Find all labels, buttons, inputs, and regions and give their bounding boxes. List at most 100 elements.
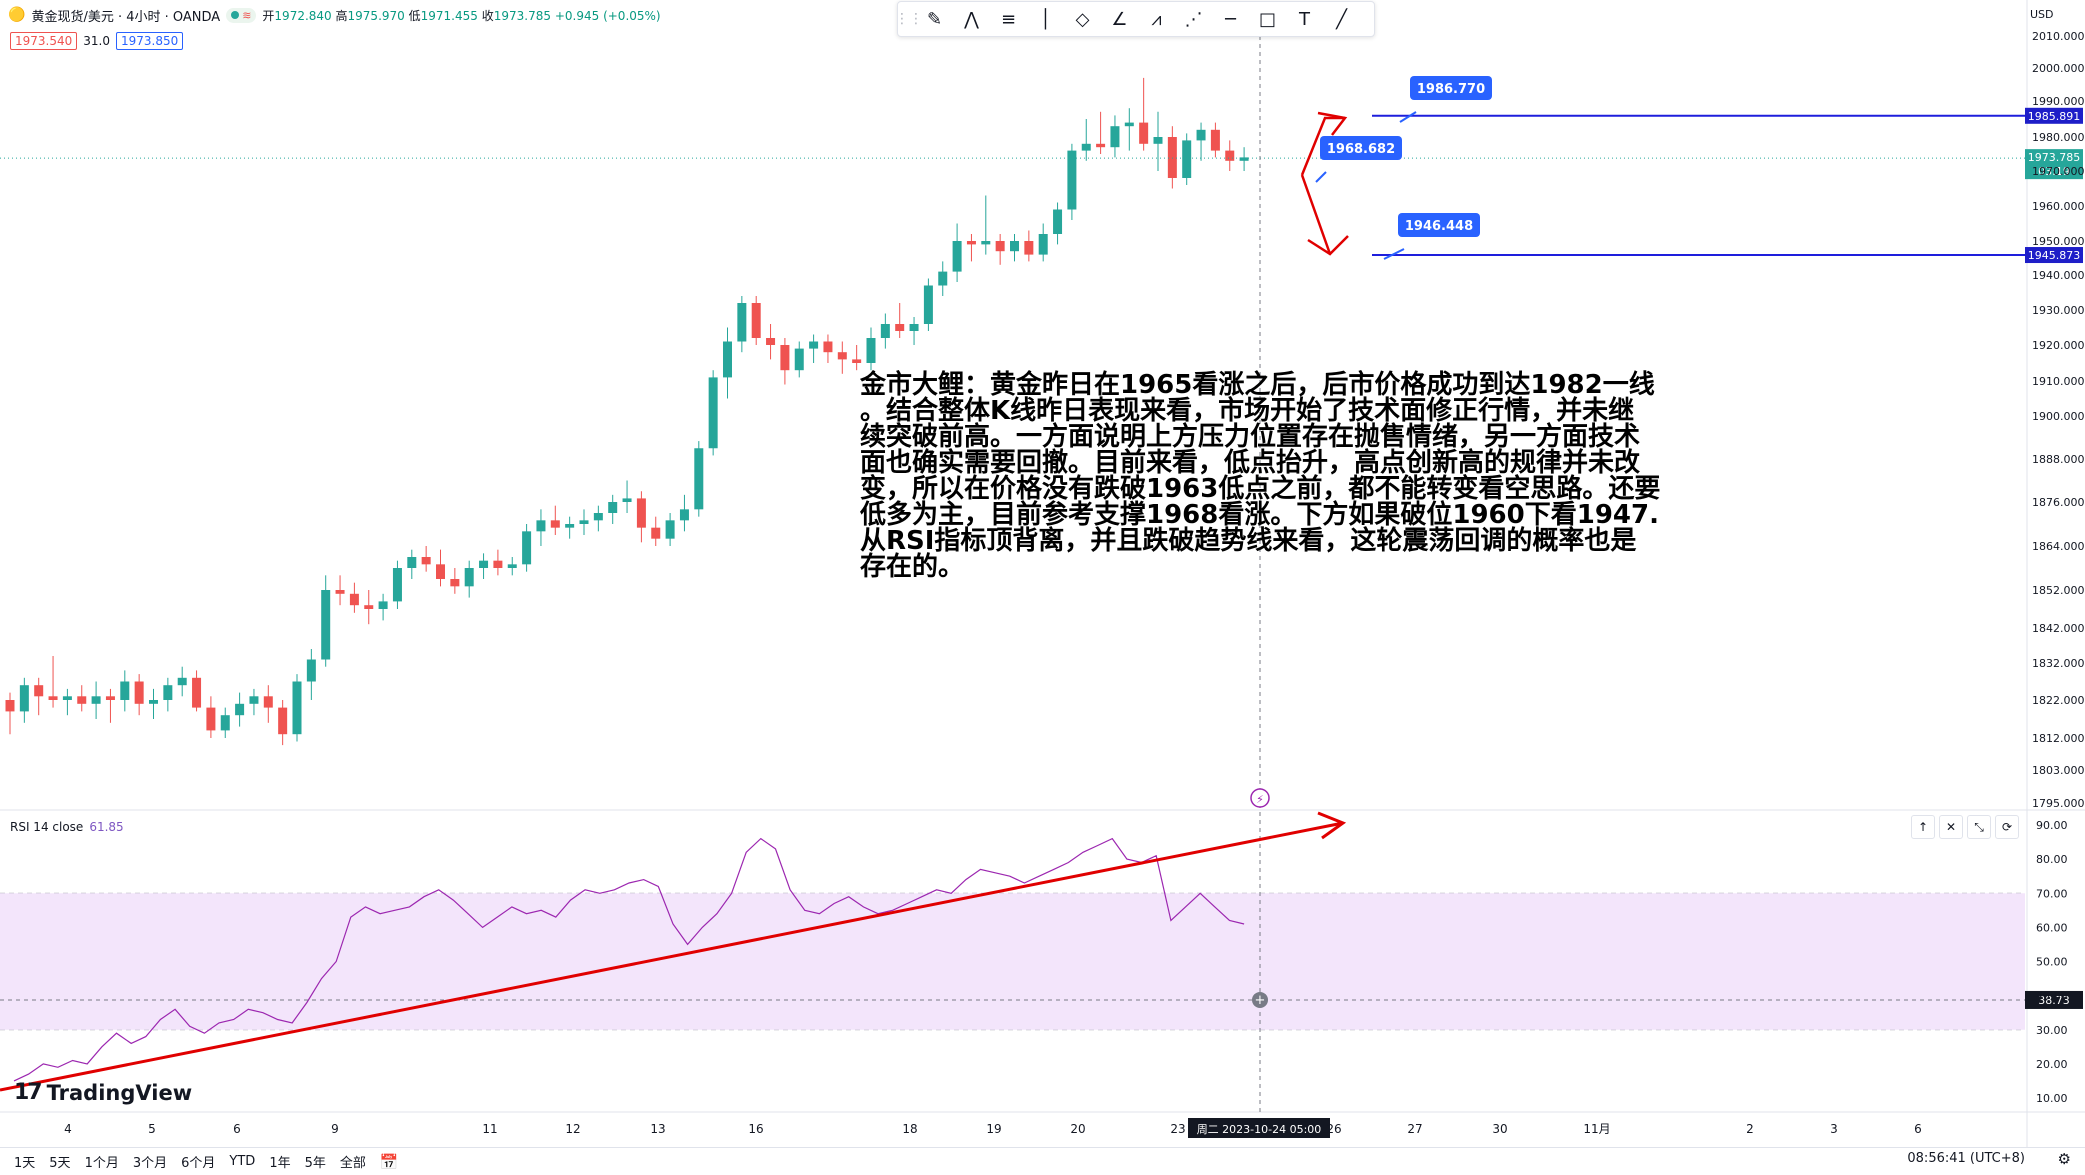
lightning-icon: ⚡ <box>1256 793 1264 806</box>
candle-body <box>651 527 661 539</box>
range-bar: 1天 5天 1个月 3个月 6个月 YTD 1年 5年 全部 📅 <box>0 1147 2085 1175</box>
event-marker-icon <box>1250 788 1270 808</box>
time-tick-label: 30 <box>1492 1122 1507 1136</box>
range-1y[interactable]: 1年 <box>269 1156 291 1171</box>
analysis-note[interactable]: 金市大鲤：黄金昨日在1965看涨之后，后市价格成功到达1982一线 。结合整体K… <box>860 370 1661 582</box>
price-tick-label: 2000.000 <box>2032 62 2085 75</box>
time-tick-label: 23 <box>1170 1122 1185 1136</box>
candle-body <box>321 590 331 660</box>
rsi-value: 61.85 <box>89 820 124 834</box>
settings-icon[interactable]: ⟳ <box>1995 815 2019 839</box>
rectangle-icon[interactable]: □ <box>1258 8 1276 30</box>
market-open-dot-icon <box>231 11 240 19</box>
calendar-icon[interactable]: 📅 <box>379 1152 399 1171</box>
price-tick-label: 1876.000 <box>2032 496 2085 509</box>
vertical-line-icon[interactable]: │ <box>1040 8 1051 30</box>
range-1d[interactable]: 1天 <box>14 1156 36 1171</box>
candle-body <box>608 502 618 513</box>
candle-body <box>550 520 560 528</box>
price-tick-label: 1950.000 <box>2032 235 2085 248</box>
clock[interactable]: 08:56:41 (UTC+8) <box>1907 1151 2025 1166</box>
candle-body <box>565 524 575 528</box>
candle-body <box>1225 150 1235 161</box>
market-status-pill[interactable]: ≋ <box>226 7 257 23</box>
candle-body <box>450 579 460 587</box>
range-6m[interactable]: 6个月 <box>181 1156 216 1171</box>
rectangle-rotated-icon[interactable]: ◇ <box>1075 8 1090 30</box>
candle-body <box>694 448 704 510</box>
symbol-legend[interactable]: 🟡 黄金现货/美元 · 4小时 · OANDA ≋ 开1972.840 高197… <box>8 4 661 26</box>
symbol-title[interactable]: 黄金现货/美元 · 4小时 · OANDA <box>31 9 221 25</box>
angle-icon[interactable]: ∠ <box>1111 8 1128 30</box>
candle-body <box>91 696 101 704</box>
candle-body <box>622 498 632 502</box>
realtime-icon: ≋ <box>242 8 252 22</box>
time-tick-label: 19 <box>986 1122 1001 1136</box>
range-ytd[interactable]: YTD <box>229 1154 256 1169</box>
candle-body <box>723 341 732 378</box>
callout-label: 1946.448 <box>1405 219 1473 234</box>
price-tick-label: 1852.000 <box>2032 584 2085 597</box>
text-icon[interactable]: T <box>1299 8 1310 30</box>
price-tick-label: 1970.000 <box>2032 165 2085 178</box>
candle-body <box>923 285 933 324</box>
time-crosshair-text: 周二 2023-10-24 05:00 <box>1197 1123 1322 1136</box>
tradingview-logo[interactable]: 17 TradingView <box>14 1080 193 1105</box>
candle-body <box>364 605 374 609</box>
xabcd-icon[interactable]: ⩘ <box>1151 8 1162 30</box>
close-icon[interactable]: ✕ <box>1939 815 1963 839</box>
pattern-icon[interactable]: ⋀ <box>964 8 979 30</box>
candle-body <box>48 696 58 700</box>
time-crosshair-tag <box>1188 1118 1330 1138</box>
candle-body <box>665 520 675 539</box>
fib-icon[interactable]: ≡ <box>1000 8 1017 30</box>
callout-box <box>1398 213 1480 237</box>
price-tick-label: 1822.000 <box>2032 694 2085 707</box>
price-tick-label: 1980.000 <box>2032 131 2085 144</box>
range-3m[interactable]: 3个月 <box>132 1156 168 1171</box>
time-tick-label: 11月 <box>1583 1122 1610 1136</box>
price-tick-label: 1842.000 <box>2032 622 2085 635</box>
trend-line-icon[interactable]: ╱ <box>1336 8 1347 30</box>
candle-body <box>794 348 804 371</box>
rsi-tick-label: 70.00 <box>2036 887 2068 900</box>
horizontal-ray-icon[interactable]: ─ <box>1225 8 1236 30</box>
candle-body <box>522 531 532 565</box>
rsi-legend[interactable]: RSI 14 close 61.85 <box>10 820 124 834</box>
candle-body <box>220 715 230 731</box>
candle-body <box>149 700 158 704</box>
candle-body <box>62 696 72 700</box>
candle-body <box>536 520 546 532</box>
price-tick-label: 1900.000 <box>2032 410 2085 423</box>
candle-body <box>1167 137 1177 178</box>
candle-body <box>105 696 115 700</box>
time-tick-label: 27 <box>1407 1122 1422 1136</box>
range-5y[interactable]: 5年 <box>304 1156 326 1171</box>
move-up-icon[interactable]: ↑ <box>1911 815 1935 839</box>
fan-icon[interactable]: ⋰ <box>1184 8 1203 30</box>
candle-body <box>852 359 862 363</box>
candle-body <box>952 241 962 272</box>
range-5d[interactable]: 5天 <box>49 1156 71 1171</box>
time-tick-label: 13 <box>650 1122 665 1136</box>
candle-body <box>636 498 646 528</box>
range-1m[interactable]: 1个月 <box>84 1156 119 1171</box>
price-tick-label: 1960.000 <box>2032 200 2085 213</box>
candle-body <box>77 696 87 704</box>
range-all[interactable]: 全部 <box>339 1156 366 1171</box>
candle-body <box>766 338 776 345</box>
gear-icon[interactable]: ⚙ <box>2057 1150 2071 1168</box>
candle-body <box>134 681 144 704</box>
grip-icon[interactable]: ⋮⋮ <box>895 11 923 27</box>
buy-button[interactable]: 1973.850 <box>115 32 184 50</box>
crosshair-add-icon <box>1252 991 1268 1008</box>
time-tick-label: 3 <box>1830 1122 1838 1136</box>
time-tick-label: 6 <box>233 1122 241 1136</box>
brush-icon[interactable]: ✎ <box>926 8 943 30</box>
sell-button[interactable]: 1973.540 <box>10 32 78 50</box>
candle-body <box>1124 122 1134 127</box>
maximize-icon[interactable]: ⤡ <box>1967 815 1991 839</box>
time-tick-label: 16 <box>748 1122 763 1136</box>
currency-label[interactable]: USD <box>2030 8 2054 21</box>
